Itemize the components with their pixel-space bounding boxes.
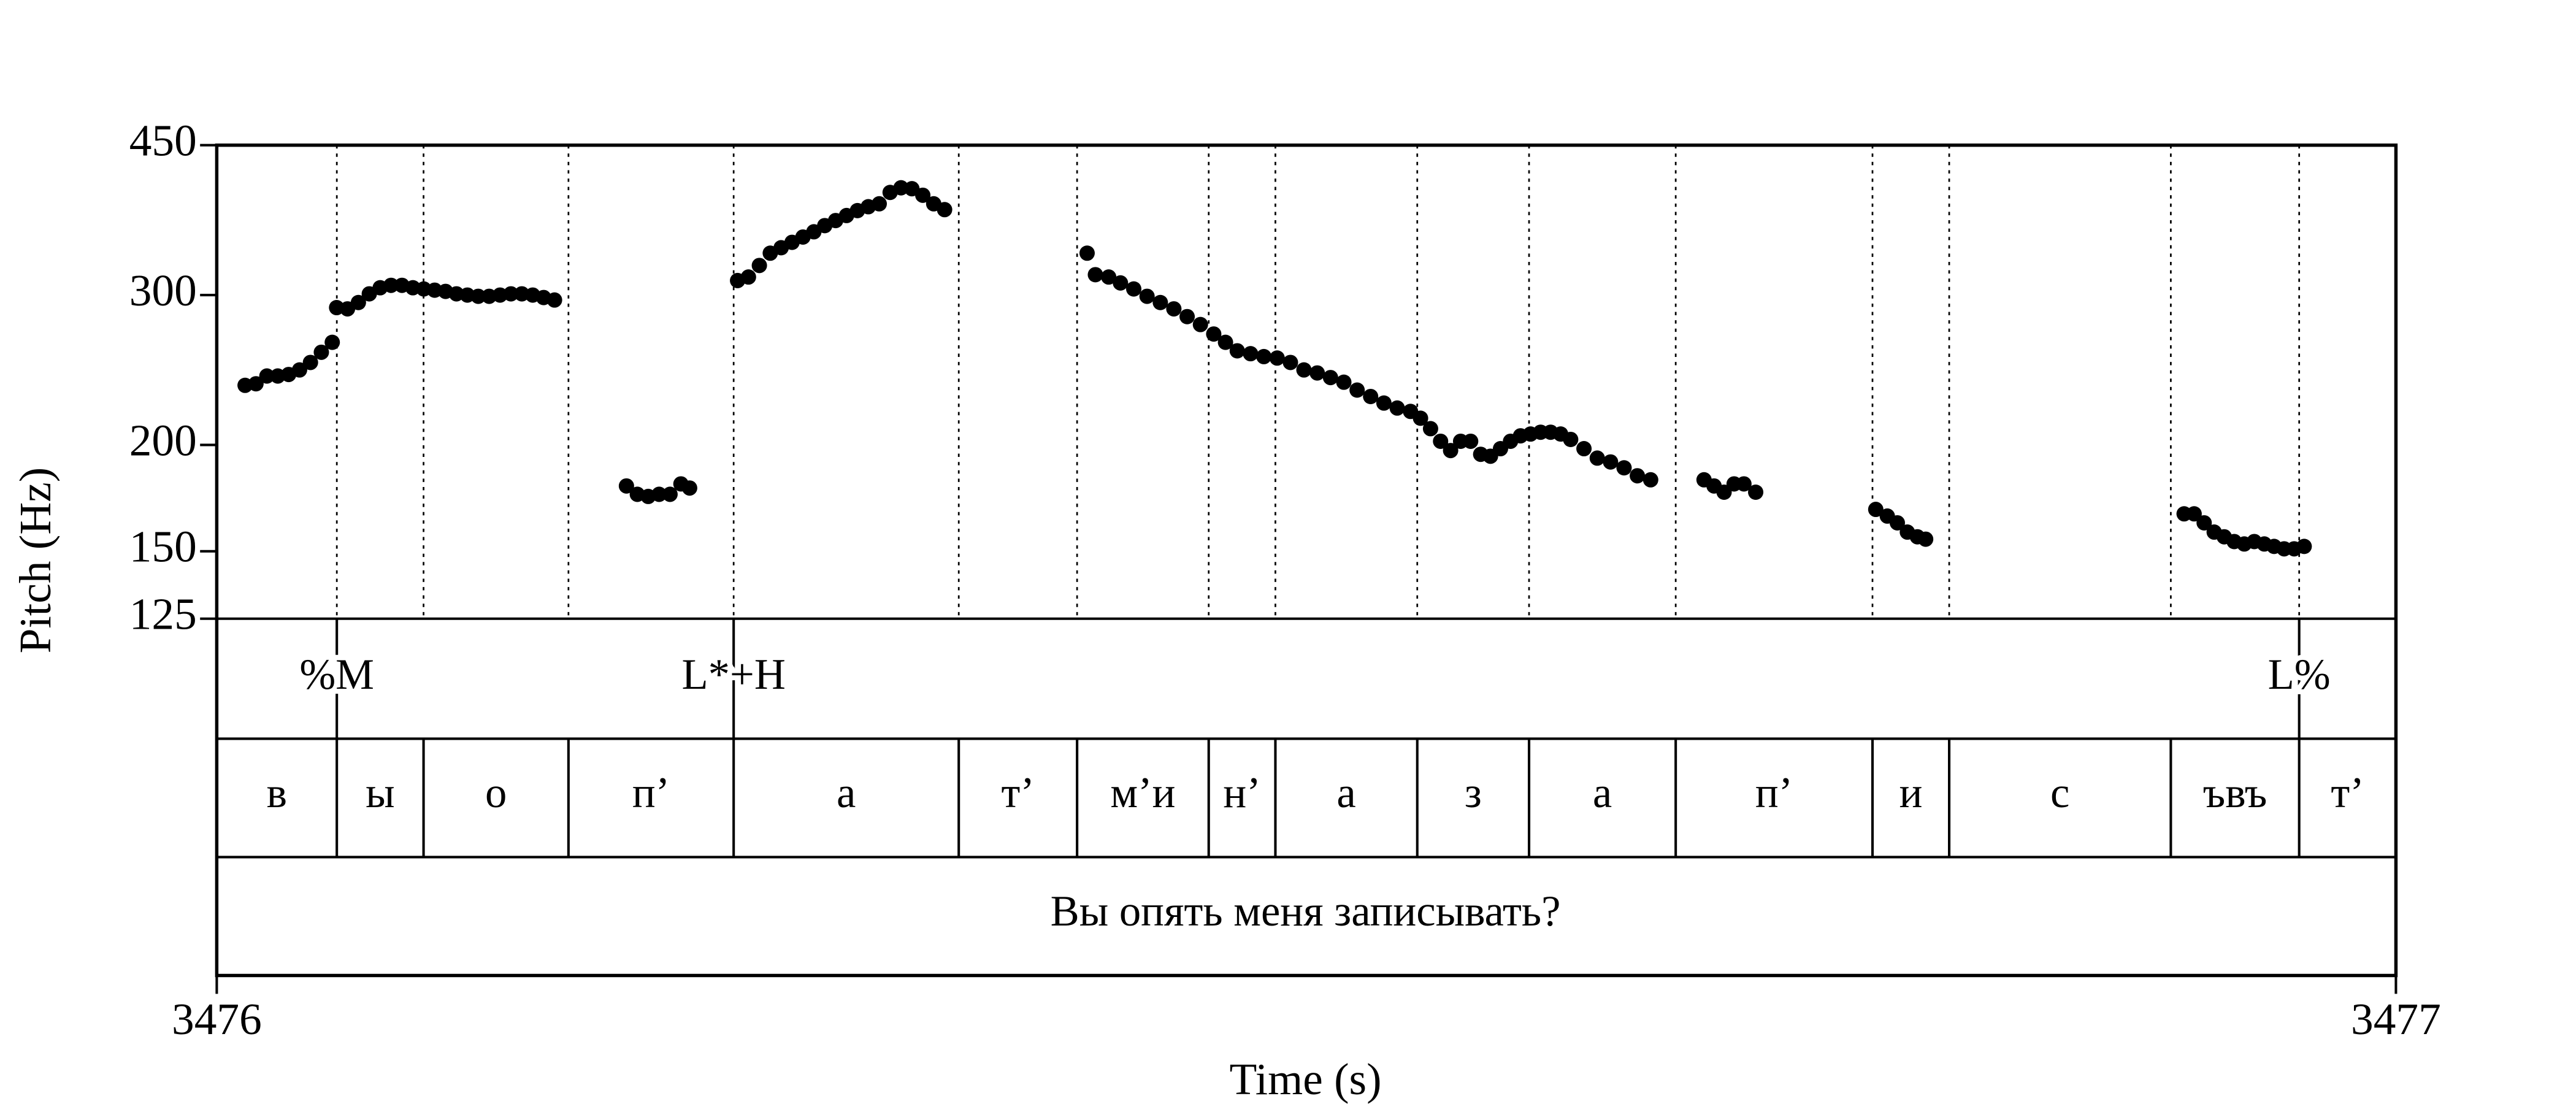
pitch-point <box>872 196 887 212</box>
segment-label: ы <box>366 769 394 817</box>
pitch-point <box>1363 388 1379 404</box>
pitch-point <box>1349 382 1365 398</box>
segment-label: з <box>1465 769 1482 817</box>
pitch-point <box>1166 301 1182 317</box>
pitch-point <box>1576 441 1592 457</box>
pitch-point <box>1433 433 1449 449</box>
segment-label: м’и <box>1110 769 1175 817</box>
pitch-point <box>1376 395 1392 411</box>
pitch-point <box>1282 355 1298 370</box>
tone-label: %M <box>299 651 374 699</box>
y-tick-label: 450 <box>129 116 197 166</box>
pitch-point <box>1101 269 1117 285</box>
pitch-point <box>1630 468 1646 484</box>
segment-label: ъвъ <box>2203 769 2267 817</box>
pitch-point <box>324 334 340 350</box>
pitch-point <box>1229 343 1245 359</box>
segment-label: и <box>1899 769 1923 817</box>
pitch-point <box>383 277 399 293</box>
pitch-point <box>751 258 767 274</box>
pitch-point <box>662 486 678 502</box>
pitch-point <box>546 292 562 308</box>
pitch-point <box>248 376 264 392</box>
pitch-point <box>1889 515 1905 531</box>
segment-label: в <box>267 769 287 817</box>
pitch-point <box>313 344 329 360</box>
pitch-point <box>1079 245 1095 261</box>
pitch-point <box>1868 502 1884 518</box>
segment-label: т’ <box>1001 769 1034 817</box>
pitch-point <box>1389 400 1405 416</box>
pitch-point <box>503 286 519 302</box>
segment-label: п’ <box>1755 769 1793 817</box>
pitch-point <box>1179 309 1195 324</box>
pitch-point <box>1463 433 1479 449</box>
frame <box>215 143 2398 978</box>
pitch-point <box>1243 346 1259 362</box>
pitch-point <box>1422 421 1438 437</box>
pitch-point <box>1256 348 1272 364</box>
pitch-point <box>1192 316 1208 332</box>
x-axis-label: Time (s) <box>1230 1054 1382 1104</box>
pitch-point <box>302 355 318 370</box>
pitch-point <box>1113 275 1129 291</box>
segment-label: а <box>837 769 856 817</box>
pitch-point <box>1616 460 1632 476</box>
pitch-point <box>2296 539 2312 554</box>
pitch-point <box>1603 454 1619 470</box>
tone-label: L*+H <box>681 651 785 699</box>
pitch-point <box>1269 350 1285 366</box>
pitch-point <box>1309 365 1325 381</box>
pitch-point <box>1125 281 1142 297</box>
utterance: Вы опять меня записывать? <box>1051 887 1561 935</box>
pitch-point <box>618 478 634 494</box>
pitch-point <box>740 269 756 285</box>
pitch-point <box>1336 374 1352 390</box>
pitch-point <box>1139 288 1155 304</box>
segment-label: а <box>1336 769 1355 817</box>
pitch-point <box>1296 362 1312 378</box>
pitch-point <box>1748 485 1764 500</box>
pitch-point <box>1643 472 1658 488</box>
pitch-point <box>2196 515 2212 531</box>
tone-label: L% <box>2268 651 2331 699</box>
pitch-point <box>1322 370 1338 386</box>
pitch-point <box>1736 476 1752 492</box>
segment-label: о <box>485 769 507 817</box>
pitch-point <box>1217 334 1233 350</box>
pitch-point <box>1413 410 1428 426</box>
segment-label: н’ <box>1223 769 1260 817</box>
pitch-point <box>681 480 697 496</box>
pitch-point <box>350 294 366 310</box>
segment-label: с <box>2050 769 2069 817</box>
pitch-point <box>2186 506 2202 522</box>
segment-label: а <box>1593 769 1612 817</box>
pitch-point <box>1087 267 1103 283</box>
pitch-point <box>1443 443 1459 459</box>
pitch-point <box>1563 431 1579 447</box>
pitch-point <box>470 288 486 304</box>
y-tick-label: 200 <box>129 415 197 465</box>
pitch-point <box>651 486 667 502</box>
x-tick-label: 3477 <box>2351 994 2441 1044</box>
pitch-point <box>915 187 931 203</box>
pitch-point <box>259 368 275 384</box>
pitch-point <box>1589 450 1605 466</box>
y-tick-label: 125 <box>129 589 197 639</box>
pitch-point <box>1918 531 1934 547</box>
y-tick-label: 300 <box>129 266 197 315</box>
pitch-point <box>291 362 307 378</box>
x-tick-label: 3476 <box>172 994 262 1044</box>
y-tick-label: 150 <box>129 522 197 572</box>
pitch-point <box>937 202 953 218</box>
y-axis-label: Pitch (Hz) <box>10 467 60 654</box>
pitch-point <box>1152 294 1168 310</box>
segment-label: п’ <box>632 769 670 817</box>
segment-label: т’ <box>2331 769 2364 817</box>
pitch-point <box>1206 326 1222 342</box>
